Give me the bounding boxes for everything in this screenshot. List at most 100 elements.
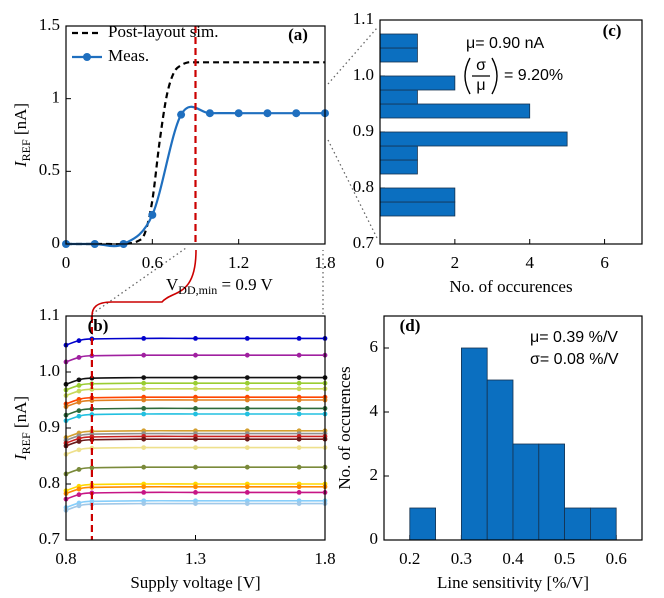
y-tick-label: 0.8 — [353, 177, 374, 196]
y-tick-label: 0.9 — [39, 417, 60, 436]
point — [296, 501, 302, 506]
point — [296, 411, 302, 417]
mean-annotation: μ= 0.39 %/V — [530, 329, 618, 346]
point — [244, 501, 250, 506]
point — [141, 406, 147, 411]
x-tick-label: 1.8 — [314, 253, 335, 272]
y-axis-label: IREF [nA] — [11, 103, 33, 168]
x-tick-label: 4 — [525, 253, 534, 272]
x-tick-label: 1.2 — [228, 253, 249, 272]
x-tick-label: 1.8 — [314, 549, 335, 568]
histogram-bar — [379, 201, 456, 217]
point — [76, 355, 82, 360]
histogram-bar — [538, 443, 565, 541]
panel-label: (d) — [400, 316, 421, 335]
point — [296, 490, 302, 495]
zoom-lines — [91, 27, 378, 315]
point — [193, 352, 198, 358]
point — [141, 436, 147, 442]
histogram-bar — [379, 145, 418, 161]
x-tick-label: 0.3 — [451, 549, 472, 568]
point — [141, 386, 147, 392]
point — [296, 436, 302, 442]
point — [193, 380, 198, 386]
vdd-min-annotation: VDD,min = 0.9 V — [166, 275, 274, 297]
point — [244, 375, 250, 380]
point — [141, 490, 147, 495]
y-tick-label: 0.5 — [39, 160, 60, 179]
histogram-bar — [460, 347, 488, 541]
vdd-min-annotation-rest: = 0.9 V — [217, 275, 273, 294]
point — [141, 445, 147, 450]
y-tick-label: 1.5 — [39, 15, 60, 34]
x-axis-label: Line sensitivity [%/V] — [437, 573, 589, 592]
point — [205, 109, 214, 118]
point — [244, 352, 250, 358]
point — [296, 484, 302, 490]
y-tick-label: 1 — [52, 88, 61, 107]
point — [89, 386, 95, 392]
x-tick-label: 0.6 — [142, 253, 163, 272]
panel-label: (c) — [603, 21, 622, 40]
point — [76, 413, 82, 419]
legend-label: Post-layout sim. — [108, 22, 219, 41]
point — [193, 397, 198, 403]
y-tick-label: 4 — [370, 401, 379, 420]
x-tick-label: 0 — [376, 253, 385, 272]
point — [244, 436, 250, 442]
x-tick-label: 2 — [451, 253, 460, 272]
plot-frame — [65, 315, 326, 541]
paren — [464, 57, 471, 95]
histogram-bar — [379, 187, 456, 203]
mean-annotation: μ= 0.90 nA — [466, 35, 544, 52]
point — [244, 380, 250, 386]
ratio-numerator: σ — [476, 57, 486, 74]
x-tick-label: 0.8 — [55, 549, 76, 568]
point — [193, 336, 198, 341]
point — [76, 486, 82, 492]
y-axis-label-rest: [nA] — [11, 103, 30, 139]
histogram-bar — [379, 75, 456, 91]
point — [89, 465, 95, 471]
point — [193, 445, 198, 450]
y-tick-label: 0.7 — [39, 529, 61, 548]
point — [76, 377, 82, 383]
point — [89, 398, 95, 403]
y-axis-label-rest: [nA] — [11, 396, 30, 432]
y-tick-label: 1.1 — [39, 305, 60, 324]
y-tick-label: 1.1 — [353, 9, 374, 28]
point — [76, 399, 82, 405]
point — [193, 464, 198, 470]
point — [76, 383, 82, 388]
point — [141, 411, 147, 417]
x-axis-label: No. of occurences — [449, 277, 572, 296]
point — [76, 408, 82, 414]
x-tick-label: 0.6 — [606, 549, 627, 568]
y-tick-label: 0.7 — [353, 233, 375, 252]
point — [244, 464, 250, 470]
point — [141, 352, 147, 358]
histogram-bar — [512, 443, 540, 541]
point — [193, 386, 198, 392]
y-axis-label-sub: REF — [19, 139, 33, 161]
histogram-bar — [379, 89, 418, 105]
x-tick-label: 0 — [62, 253, 71, 272]
series-line — [66, 105, 325, 248]
panel-label: (a) — [288, 25, 308, 44]
x-tick-label: 1.3 — [185, 549, 206, 568]
std-annotation: σ= 0.08 %/V — [530, 351, 619, 368]
histogram-bar — [486, 379, 514, 541]
point — [141, 380, 147, 386]
point — [244, 411, 250, 417]
histogram-bar — [379, 103, 531, 119]
point — [296, 336, 302, 341]
point — [141, 397, 147, 403]
y-axis-label-main: I — [11, 160, 30, 168]
point — [141, 464, 147, 470]
point — [296, 380, 302, 386]
point — [263, 109, 272, 118]
point — [296, 464, 302, 470]
histogram-bar — [409, 507, 436, 541]
legend-label: Meas. — [108, 46, 149, 65]
